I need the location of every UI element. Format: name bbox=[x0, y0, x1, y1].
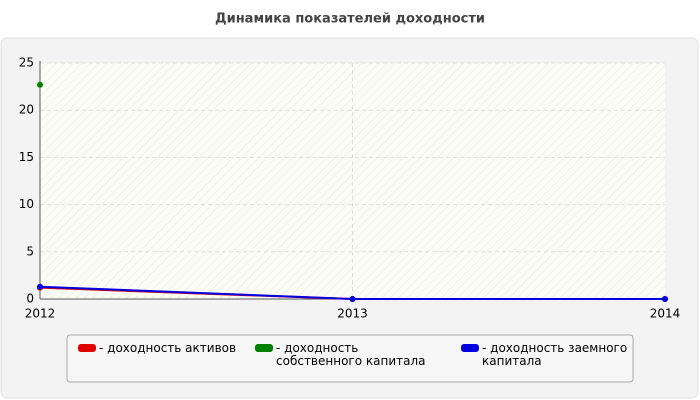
y-tick-label: 10 bbox=[19, 197, 34, 211]
legend-label: - доходность активов bbox=[99, 341, 237, 355]
y-tick-label: 20 bbox=[19, 103, 34, 117]
point bbox=[37, 81, 43, 88]
legend-swatch bbox=[461, 344, 479, 352]
y-tick-label: 25 bbox=[19, 56, 34, 70]
x-tick-label: 2013 bbox=[337, 307, 368, 321]
y-tick-label: 5 bbox=[26, 244, 34, 258]
legend-box bbox=[66, 334, 634, 383]
legend-label: - доходность заемного капитала bbox=[482, 341, 628, 368]
chart-title: Динамика показателей доходности bbox=[215, 12, 485, 27]
y-tick-label: 15 bbox=[19, 150, 34, 164]
legend-swatch bbox=[78, 344, 96, 352]
y-tick-label: 0 bbox=[26, 292, 34, 306]
legend-label: - доходность собственного капитала bbox=[276, 341, 426, 368]
legend-swatch bbox=[255, 344, 273, 352]
point bbox=[662, 296, 668, 302]
x-tick-label: 2014 bbox=[650, 307, 681, 321]
point bbox=[349, 296, 356, 302]
x-tick-label: 2012 bbox=[25, 307, 56, 321]
point bbox=[37, 283, 43, 290]
